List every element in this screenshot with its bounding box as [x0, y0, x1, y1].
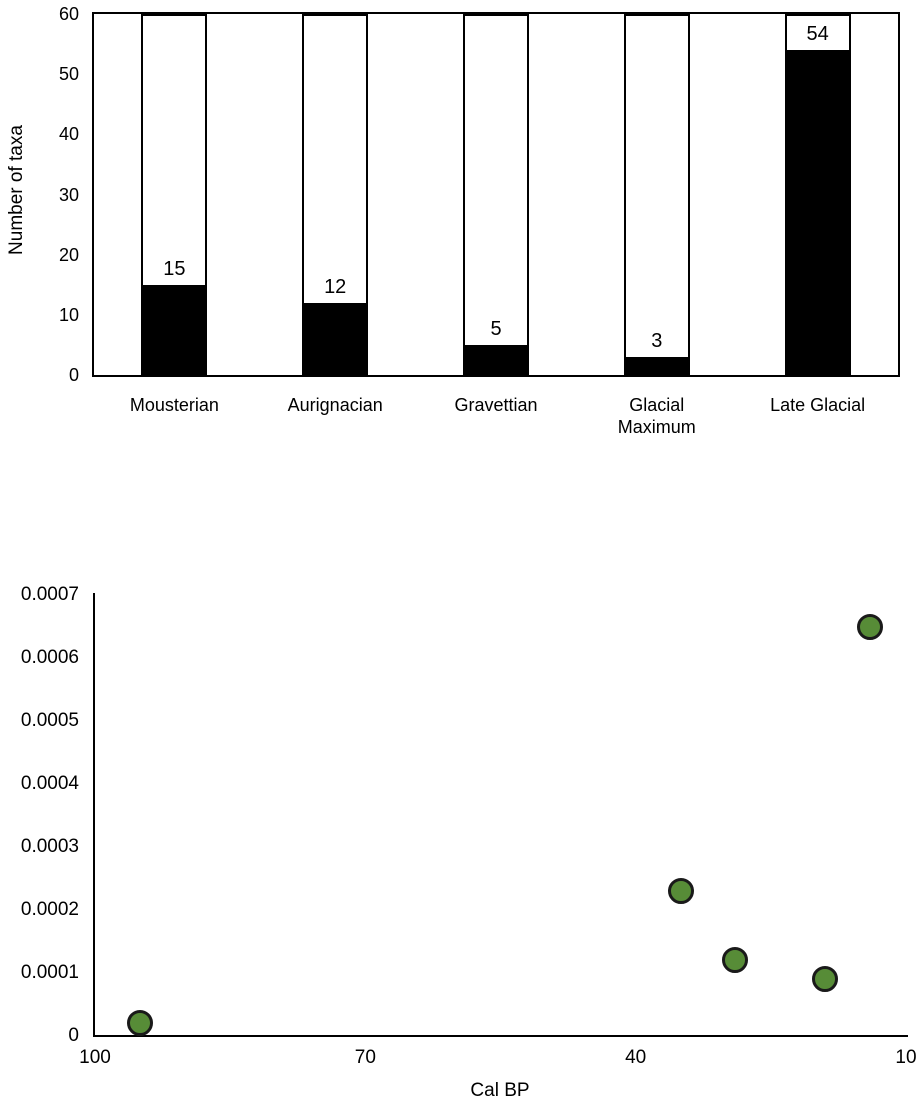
y-tick-label: 0.0002 [20, 899, 79, 920]
bar-frame: 5 [463, 14, 529, 375]
x-tick-label: 10 [895, 1047, 917, 1068]
bar-fill [786, 50, 849, 373]
category-label: Gravettian [454, 395, 538, 415]
x-tick-label: 100 [79, 1047, 111, 1068]
bar-fill [465, 345, 527, 373]
y-tick-label: 40 [58, 124, 79, 145]
scatter-point [127, 1010, 154, 1037]
category-label: Late Glacial [770, 395, 866, 415]
bar-frame: 54 [784, 14, 851, 375]
y-tick-label: 0.0005 [20, 710, 79, 731]
y-tick-label: 0.0004 [20, 773, 79, 794]
x-axis-title: Cal BP [470, 1080, 530, 1101]
y-tick-label: 10 [58, 304, 79, 325]
y-tick-label: 20 [58, 244, 79, 265]
bar-value-label: 5 [490, 318, 502, 340]
scatter-point [856, 613, 883, 640]
y-tick-label: 60 [58, 4, 79, 24]
category-label: Mousterian [129, 395, 219, 415]
bar-value-label: 3 [651, 330, 663, 352]
y-tick-label: 0.0006 [20, 647, 79, 668]
y-axis-line [93, 593, 95, 1037]
y-tick-label: 30 [58, 184, 79, 205]
scatter-point [667, 878, 694, 905]
y-tick-label: 0.0001 [20, 962, 79, 983]
category-label: Glacial Maximum [617, 395, 696, 437]
y-tick-label: 50 [58, 64, 79, 85]
category-label: Aurignacian [287, 395, 383, 415]
y-tick-label: 0.0007 [20, 584, 79, 605]
x-axis-line [93, 1035, 908, 1037]
bar-frame: 15 [141, 14, 208, 375]
bar-frame: 3 [623, 14, 690, 375]
y-tick-label: 0.0003 [20, 836, 79, 857]
y-tick-label: 0 [68, 365, 79, 385]
bar-frame: 12 [302, 14, 369, 375]
bar-value-label: 12 [324, 276, 347, 298]
bar-fill [143, 285, 206, 373]
bar-plot-area: 15 12 5 3 54 [92, 12, 900, 377]
scatter-point [811, 966, 838, 993]
bar-fill [625, 357, 688, 373]
y-tick-label: 0 [68, 1025, 79, 1046]
bar-value-label: 54 [806, 23, 829, 45]
bar-value-label: 15 [163, 258, 186, 280]
scatter-point [721, 947, 748, 974]
x-tick-label: 40 [625, 1047, 647, 1068]
bar-fill [304, 303, 367, 373]
x-tick-label: 70 [354, 1047, 376, 1068]
